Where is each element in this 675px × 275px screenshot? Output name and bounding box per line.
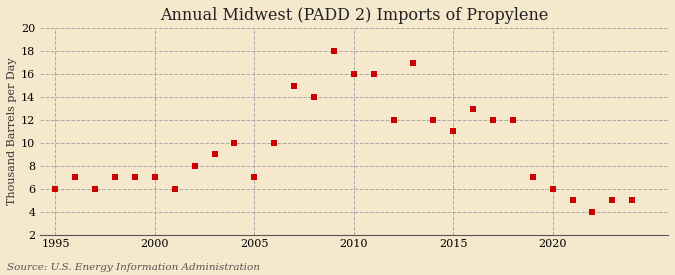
Point (329, 49, 340, 53)
Point (448, 129, 458, 134)
Point (169, 186, 180, 191)
Point (388, 118, 399, 122)
Point (627, 198, 638, 202)
Point (348, 72, 359, 76)
Point (289, 83, 300, 88)
Text: Source: U.S. Energy Information Administration: Source: U.S. Energy Information Administ… (7, 263, 260, 272)
Point (70, 175, 81, 180)
Point (130, 175, 140, 180)
Point (607, 198, 618, 202)
Point (369, 72, 379, 76)
Y-axis label: Thousand Barrels per Day: Thousand Barrels per Day (7, 58, 17, 205)
Point (149, 175, 160, 180)
Point (229, 141, 240, 145)
Point (487, 118, 498, 122)
Point (508, 118, 518, 122)
Point (50, 186, 61, 191)
Point (189, 164, 200, 168)
Point (269, 141, 279, 145)
Point (209, 152, 220, 156)
Point (90, 186, 101, 191)
Point (308, 95, 319, 99)
Point (468, 106, 479, 111)
Point (428, 118, 439, 122)
Point (249, 175, 260, 180)
Point (527, 175, 538, 180)
Point (567, 198, 578, 202)
Point (110, 175, 121, 180)
Point (587, 210, 598, 214)
Point (408, 60, 419, 65)
Point (547, 186, 558, 191)
Title: Annual Midwest (PADD 2) Imports of Propylene: Annual Midwest (PADD 2) Imports of Propy… (159, 7, 548, 24)
